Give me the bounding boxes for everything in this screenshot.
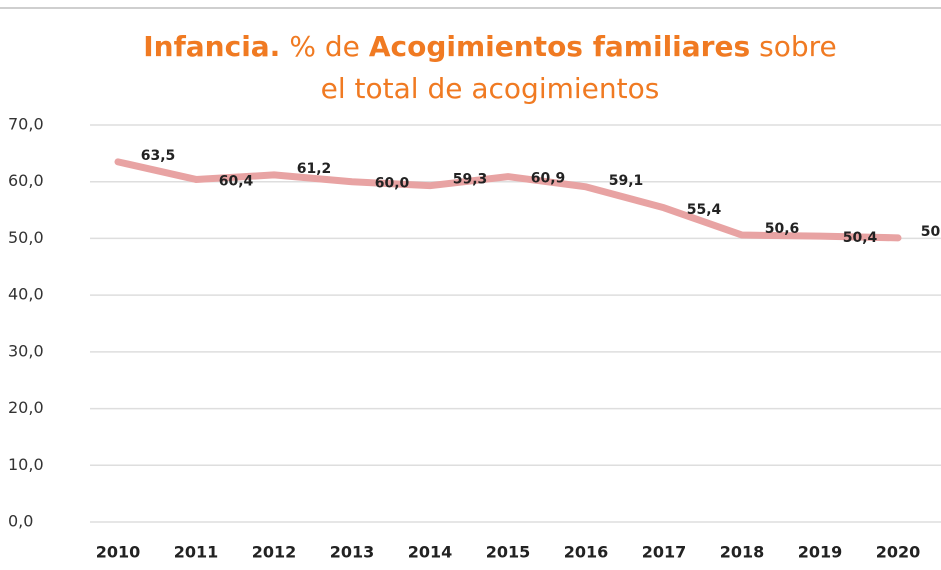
data-label: 55,4	[687, 202, 722, 218]
y-tick-label: 10,0	[8, 455, 44, 474]
title-part: sobre	[759, 30, 837, 63]
data-label: 63,5	[141, 148, 176, 164]
data-label: 60,4	[219, 173, 254, 189]
x-tick-label: 2012	[252, 543, 297, 562]
title-part: Infancia.	[143, 30, 280, 63]
data-label: 60,0	[375, 176, 410, 192]
x-tick-label: 2018	[720, 543, 765, 562]
data-label: 50,6	[765, 221, 800, 237]
y-tick-label: 40,0	[8, 285, 44, 304]
x-tick-label: 2013	[330, 543, 375, 562]
data-label: 60,9	[531, 171, 566, 187]
y-tick-label: 70,0	[8, 115, 44, 134]
x-tick-label: 2019	[798, 543, 843, 562]
data-label: 59,1	[609, 173, 644, 189]
x-tick-label: 2010	[96, 543, 141, 562]
y-tick-label: 20,0	[8, 398, 44, 417]
data-label: 59,3	[453, 172, 488, 188]
x-tick-label: 2020	[876, 543, 921, 562]
title-part: el total de acogimientos	[321, 72, 660, 105]
y-tick-label: 60,0	[8, 171, 44, 190]
y-tick-label: 0,0	[8, 512, 33, 531]
title-part: Acogimientos familiares	[369, 30, 750, 63]
title-part: % de	[289, 30, 360, 63]
x-tick-label: 2017	[642, 543, 687, 562]
x-tick-label: 2015	[486, 543, 531, 562]
y-tick-label: 50,0	[8, 228, 44, 247]
chart-title: el total de acogimientos	[321, 72, 660, 105]
chart-title: Infancia. % de Acogimientos familiares sobr…	[143, 30, 837, 63]
line	[114, 158, 902, 242]
data-label: 50,4	[843, 230, 878, 246]
y-tick-label: 30,0	[8, 341, 44, 360]
x-tick-label: 2016	[564, 543, 609, 562]
data-label: 61,2	[297, 161, 332, 177]
x-tick-label: 2014	[408, 543, 453, 562]
x-tick-label: 2011	[174, 543, 219, 562]
data-label: 50,1	[921, 224, 941, 240]
